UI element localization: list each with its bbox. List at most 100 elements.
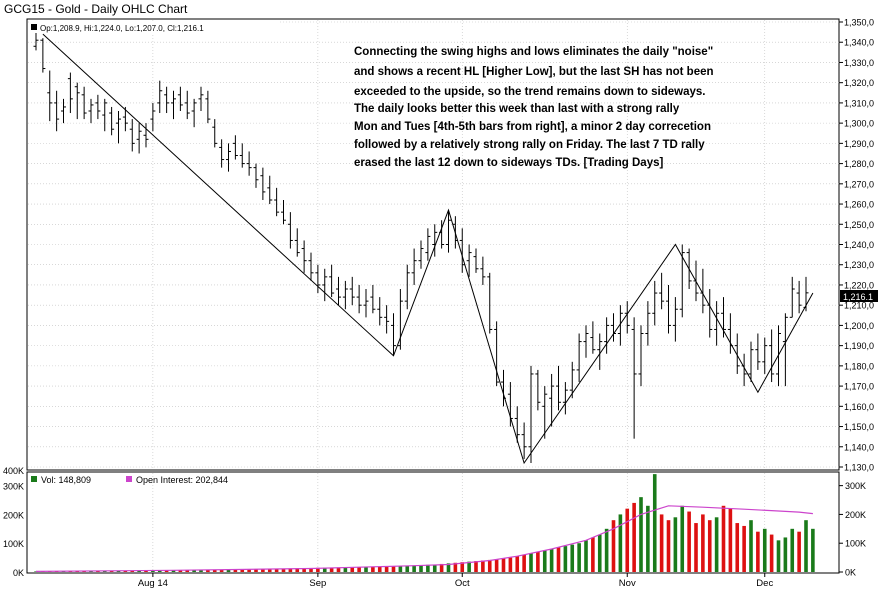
volume-bar: [790, 528, 795, 572]
volume-bar: [34, 571, 38, 572]
ohlc-bar: [315, 264, 321, 294]
volume-bar: [130, 570, 135, 572]
volume-y-tick-label: 100K: [845, 539, 866, 549]
volume-bar: [556, 547, 561, 572]
volume-bar: [749, 520, 753, 572]
ohlc-bar: [714, 301, 720, 346]
y-tick-label: 1,350,0: [844, 18, 874, 28]
ohlc-bar: [480, 256, 486, 285]
volume-bar: [82, 571, 86, 572]
ohlc-bar: [329, 264, 335, 298]
open-interest-line: [35, 505, 813, 573]
volume-bar: [659, 514, 664, 572]
ohlc-bar: [81, 86, 87, 120]
ohlc-bar: [184, 90, 190, 120]
volume-bar: [783, 537, 788, 572]
volume-bar: [618, 514, 623, 572]
volume-legend-label: Vol: 148,809: [41, 475, 91, 485]
ohlc-bar: [514, 406, 520, 443]
ohlc-bar: [219, 139, 225, 168]
volume-y-tick-label: 300K: [845, 481, 866, 491]
volume-bar: [96, 571, 100, 572]
annotation-line: and shows a recent HL [Higher Low], but …: [354, 66, 714, 78]
y-tick-label: 1,230,0: [844, 260, 874, 270]
ohlc-bar: [672, 297, 678, 342]
volume-bar: [666, 520, 671, 572]
volume-bar: [322, 567, 327, 572]
volume-bar: [776, 540, 781, 572]
ohlc-bar: [40, 38, 46, 73]
ohlc-bar: [226, 143, 231, 172]
ohlc-bar: [542, 386, 548, 439]
ohlc-bar: [191, 98, 197, 128]
volume-bar: [295, 568, 300, 572]
volume-bar: [439, 563, 444, 572]
ohlc-bar: [136, 123, 142, 154]
open-interest-polyline: [35, 505, 813, 573]
ohlc-bar: [232, 135, 238, 160]
y-tick-label: 1,280,0: [844, 159, 874, 169]
volume-bar: [109, 570, 114, 572]
ohlc-bars: [33, 32, 809, 463]
ohlc-bar: [521, 422, 527, 459]
ohlc-bar: [253, 163, 259, 188]
volume-bar: [364, 566, 368, 572]
y-tick-label: 1,250,0: [844, 220, 874, 230]
volume-bar: [102, 571, 107, 572]
volume-bar: [412, 565, 416, 572]
ohlc-bar: [549, 373, 555, 427]
last-price-label: 1,216.1: [843, 292, 873, 302]
ohlc-bar: [397, 289, 403, 350]
volume-bars: [34, 474, 815, 572]
volume-bar: [474, 561, 478, 572]
ohlc-bar: [782, 313, 788, 387]
swing-line: [42, 33, 814, 465]
x-tick-label: Aug 14: [138, 578, 168, 589]
volume-bar: [350, 567, 355, 572]
volume-bar: [432, 564, 437, 572]
volume-bar: [267, 568, 272, 572]
volume-bar: [687, 511, 691, 572]
ohlc-bar: [370, 284, 376, 314]
volume-bar: [426, 564, 430, 572]
ohlc-bar: [487, 272, 493, 334]
ohlc-bar: [116, 111, 121, 144]
x-axis-labels: Aug 14SepOctNovDecJan 15: [138, 573, 773, 589]
volume-bar: [797, 531, 801, 572]
volume-y-tick-label: 200K: [845, 510, 866, 520]
volume-bar: [542, 550, 547, 572]
volume-bar: [343, 567, 348, 572]
ohlc-bar: [274, 187, 280, 217]
volume-bar: [694, 523, 698, 572]
y-tick-label: 1,320,0: [844, 78, 874, 88]
volume-bar: [714, 517, 719, 572]
volume-bar: [316, 567, 320, 572]
ohlc-bar: [122, 106, 128, 132]
swing-polyline: [42, 33, 814, 465]
ohlc-bar: [562, 382, 568, 415]
volume-bar: [721, 505, 726, 572]
y-tick-label: 1,340,0: [844, 38, 874, 48]
y-tick-label: 1,210,0: [844, 301, 874, 311]
volume-legend-swatch: [31, 476, 37, 482]
ohlc-bar: [624, 301, 630, 334]
ohlc-bar: [377, 297, 383, 326]
ohlc-bar: [583, 325, 589, 358]
volume-bar: [164, 570, 169, 572]
price-grid: [28, 20, 839, 572]
ohlc-bar: [198, 86, 204, 111]
y-tick-label: 1,190,0: [844, 341, 874, 351]
volume-bar: [233, 569, 238, 572]
volume-bar: [384, 566, 389, 572]
volume-bar: [460, 562, 465, 572]
volume-bar: [151, 570, 155, 572]
ohlc-bar: [109, 106, 115, 136]
ohlc-bar: [205, 90, 211, 124]
volume-bar: [522, 554, 526, 572]
volume-y-tick-label-left: 300K: [3, 482, 24, 492]
volume-bar: [329, 567, 334, 572]
ohlc-bar: [617, 305, 623, 346]
volume-bar: [680, 505, 685, 572]
ohlc-bar: [88, 98, 94, 124]
price-y-ticks: 1,350,0 1,340,0 1,330,0 1,320,0 1,310,0 1,300…: [839, 18, 874, 473]
